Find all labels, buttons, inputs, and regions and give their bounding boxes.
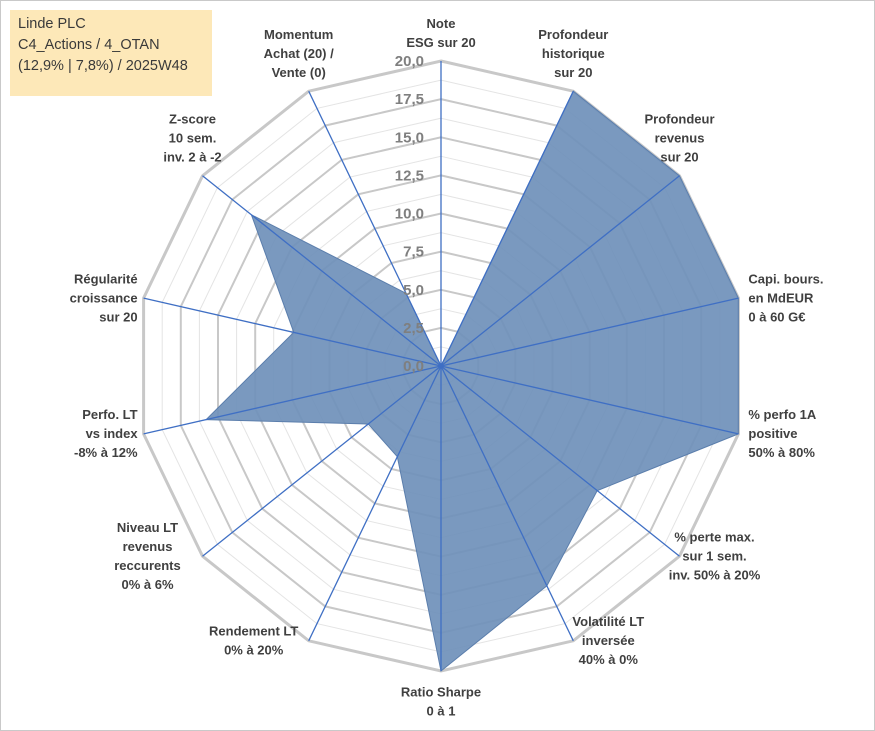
- category-label-line: Z-score: [169, 112, 216, 127]
- category-label-line: inv. 50% à 20%: [669, 567, 761, 582]
- category-label-line: Perfo. LT: [82, 407, 137, 422]
- chart-title-box: Linde PLC C4_Actions / 4_OTAN (12,9% | 7…: [10, 10, 212, 96]
- category-label: Profondeur revenus sur 20: [644, 112, 714, 165]
- chart-title-line-1: Linde PLC: [18, 16, 86, 32]
- category-label-line: en MdEUR: [748, 290, 814, 305]
- category-label-line: revenus: [655, 131, 705, 146]
- axis-spoke: [202, 365, 442, 557]
- category-label-line: sur 20: [660, 150, 698, 165]
- category-label-line: 10 sem.: [169, 131, 217, 146]
- category-label-line: Capi. bours.: [748, 271, 823, 286]
- axis-spoke: [143, 365, 442, 435]
- category-label-line: historique: [542, 46, 605, 61]
- tick-label: 0,0: [403, 358, 424, 375]
- category-label-line: 0 à 60 G€: [748, 309, 805, 324]
- category-label-line: Note: [427, 16, 456, 31]
- category-label-line: Profondeur: [538, 27, 608, 42]
- category-label-line: Ratio Sharpe: [401, 684, 481, 699]
- axis-spoke: [143, 297, 442, 367]
- tick-label: 7,5: [403, 244, 424, 261]
- axis-spoke: [308, 365, 442, 642]
- series-area: [204, 90, 739, 672]
- category-label-line: Rendement LT: [209, 624, 298, 639]
- category-label: Z-score 10 sem. inv. 2 à -2: [163, 112, 221, 165]
- category-label-line: inversée: [582, 633, 635, 648]
- category-label: Niveau LT revenus reccurents 0% à 6%: [114, 520, 180, 592]
- category-label-line: Volatilité LT: [572, 614, 644, 629]
- category-label-line: Momentum: [264, 27, 333, 42]
- category-label-line: vs index: [86, 426, 139, 441]
- category-label-line: -8% à 12%: [74, 445, 138, 460]
- category-label: Volatilité LT inversée 40% à 0%: [572, 614, 644, 667]
- tick-label: 5,0: [403, 282, 424, 299]
- category-label-line: ESG sur 20: [406, 35, 475, 50]
- tick-label: 17,5: [395, 91, 424, 108]
- category-label-line: croissance: [70, 290, 138, 305]
- tick-label: 15,0: [395, 129, 424, 146]
- tick-label: 12,5: [395, 167, 424, 184]
- category-label: Perfo. LT vs index -8% à 12%: [74, 407, 138, 460]
- category-label-line: sur 1 sem.: [682, 548, 746, 563]
- category-label-line: inv. 2 à -2: [163, 150, 221, 165]
- category-label-line: Régularité: [74, 271, 138, 286]
- tick-label: 10,0: [395, 206, 424, 223]
- spoke-layer: [143, 61, 739, 671]
- category-label-line: Achat (20) /: [264, 46, 334, 61]
- category-label-line: positive: [748, 426, 797, 441]
- tick-label: 20,0: [395, 53, 424, 70]
- category-label: Momentum Achat (20) / Vente (0): [264, 27, 334, 80]
- chart-title-line-3: (12,9% | 7,8%) / 2025W48: [18, 58, 188, 74]
- series-layer: [204, 90, 739, 672]
- axis-spoke: [308, 90, 442, 367]
- chart-title-line-2: C4_Actions / 4_OTAN: [18, 37, 160, 53]
- category-label-line: revenus: [123, 539, 173, 554]
- axis-spoke: [440, 297, 739, 367]
- axis-spoke: [440, 175, 680, 367]
- axis-spoke: [440, 365, 739, 435]
- category-label-line: reccurents: [114, 558, 180, 573]
- axis-spoke: [440, 365, 680, 557]
- axis-spoke: [440, 90, 574, 367]
- axis-spoke: [440, 365, 574, 642]
- category-label-line: 0% à 6%: [121, 577, 173, 592]
- category-label-line: 0% à 20%: [224, 643, 284, 658]
- category-label-line: % perfo 1A: [748, 407, 817, 422]
- category-label-line: Profondeur: [644, 112, 714, 127]
- category-label-line: 50% à 80%: [748, 445, 815, 460]
- category-label-line: 40% à 0%: [579, 652, 639, 667]
- category-label: % perfo 1A positive 50% à 80%: [748, 407, 817, 460]
- category-label: Régularité croissance sur 20: [70, 271, 138, 324]
- category-label: Ratio Sharpe 0 à 1: [401, 684, 481, 718]
- category-label: Capi. bours. en MdEUR 0 à 60 G€: [748, 271, 823, 324]
- category-label-line: Niveau LT: [117, 520, 178, 535]
- category-label-line: sur 20: [99, 309, 137, 324]
- category-label-line: Vente (0): [272, 65, 326, 80]
- label-layer: Note ESG sur 20 Profondeur historique sur 20…: [70, 16, 824, 719]
- axis-spoke: [202, 175, 442, 367]
- category-label-line: % perte max.: [674, 529, 754, 544]
- tick-label: 2,5: [403, 320, 424, 337]
- category-label: Rendement LT 0% à 20%: [209, 624, 298, 658]
- category-label: Note ESG sur 20: [406, 16, 475, 50]
- category-label-line: 0 à 1: [427, 703, 456, 718]
- category-label: % perte max. sur 1 sem. inv. 50% à 20%: [669, 529, 761, 582]
- category-label-line: sur 20: [554, 65, 592, 80]
- tick-layer: 0,0 2,5 5,0 7,5 10,0 12,5 15,0 17,5 20,0: [395, 53, 424, 375]
- category-label: Profondeur historique sur 20: [538, 27, 608, 80]
